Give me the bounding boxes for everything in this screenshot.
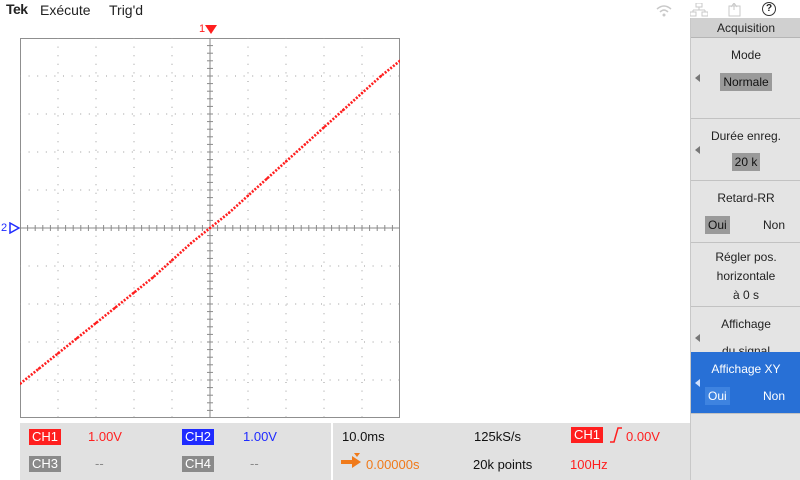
xy-trace-point xyxy=(341,109,345,112)
xy-trace-point xyxy=(132,291,136,294)
top-status-bar: Tek Exécute Trig'd xyxy=(0,0,690,20)
run-state: Exécute xyxy=(40,2,91,18)
xy-display-label: Affichage XY xyxy=(711,362,781,376)
divider xyxy=(331,423,333,480)
xy-trace-point xyxy=(208,226,212,230)
trigger-state: Trig'd xyxy=(109,2,144,18)
xy-trace-point xyxy=(151,276,155,279)
xy-display-toggle[interactable]: Affichage XY Oui Non xyxy=(691,352,800,414)
network-icon xyxy=(690,3,708,17)
horizontal-position[interactable]: 0.00000s xyxy=(366,457,420,472)
menu-title: Acquisition xyxy=(691,18,800,38)
trigger-source-badge[interactable]: CH1 xyxy=(571,427,604,443)
horizontal-position-arrow-icon xyxy=(341,453,361,468)
record-length-button[interactable]: Durée enreg. 20 k xyxy=(691,119,800,181)
bottom-readout-bar: CH1 1.00V CH2 1.00V CH3 -- CH4 -- 10.0ms… xyxy=(20,423,690,480)
xy-trace-point xyxy=(246,194,250,197)
delay-label: Retard-RR xyxy=(717,191,775,205)
xy-plot xyxy=(20,38,400,418)
xy-trace-point xyxy=(360,91,364,95)
rising-edge-icon xyxy=(610,427,622,443)
wifi-icon xyxy=(656,5,672,17)
xy-trace-point xyxy=(284,160,288,163)
ch3-badge[interactable]: CH3 xyxy=(29,456,62,472)
trigger-level[interactable]: 0.00V xyxy=(626,429,660,444)
timebase[interactable]: 10.0ms xyxy=(342,429,385,444)
ch2-badge[interactable]: CH2 xyxy=(182,429,215,445)
delay-toggle[interactable]: Retard-RR Oui Non xyxy=(691,181,800,243)
xy-trace-point xyxy=(37,367,41,370)
ch4-badge[interactable]: CH4 xyxy=(182,456,215,472)
record-points: 20k points xyxy=(473,457,533,472)
delay-yes-option[interactable]: Oui xyxy=(705,216,730,234)
mode-value: Normale xyxy=(720,73,772,91)
signal-display-line1: Affichage xyxy=(721,317,771,331)
xy-yes-option[interactable]: Oui xyxy=(705,387,730,405)
ch2-scale[interactable]: 1.00V xyxy=(243,429,277,444)
delay-no-option[interactable]: Non xyxy=(763,218,786,232)
xy-trace-point xyxy=(303,143,307,146)
ch2-ground-arrow-icon[interactable] xyxy=(9,222,20,234)
ch3-scale[interactable]: -- xyxy=(95,456,104,471)
mode-label: Mode xyxy=(730,48,762,62)
xy-trace-point xyxy=(189,242,193,245)
brand-logo: Tek xyxy=(6,1,28,17)
xy-trace-point xyxy=(20,382,22,385)
set-horizontal-line2: horizontale xyxy=(716,269,776,283)
ch1-trigger-marker-label: 1 xyxy=(199,23,206,35)
usb-save-icon xyxy=(728,3,741,17)
record-length-label: Durée enreg. xyxy=(710,129,782,143)
waveform-display[interactable] xyxy=(20,38,400,418)
record-length-value: 20 k xyxy=(731,153,761,171)
xy-trace-point xyxy=(113,306,117,309)
ch2-ground-marker-label: 2 xyxy=(1,222,8,234)
left-arrow-icon xyxy=(695,145,700,154)
xy-trace-point xyxy=(265,177,269,180)
left-arrow-icon xyxy=(695,334,700,342)
set-horizontal-line1: Régler pos. xyxy=(715,250,777,264)
acquisition-menu: Acquisition Mode Normale Durée enreg. 20… xyxy=(690,18,800,480)
help-icon[interactable]: ? xyxy=(762,2,776,16)
status-icons: ? xyxy=(655,0,800,20)
xy-trace-point xyxy=(56,352,60,355)
xy-trace-point xyxy=(322,126,326,129)
ch1-badge[interactable]: CH1 xyxy=(29,429,62,445)
xy-trace-point xyxy=(227,211,231,214)
xy-no-option[interactable]: Non xyxy=(763,389,786,403)
sample-rate: 125kS/s xyxy=(474,429,521,444)
xy-trace-point xyxy=(94,321,98,325)
left-arrow-icon xyxy=(695,74,700,82)
left-arrow-icon xyxy=(695,378,700,387)
set-horizontal-line3: à 0 s xyxy=(732,288,759,302)
xy-trace-point xyxy=(379,74,383,78)
mode-button[interactable]: Mode Normale xyxy=(691,38,800,119)
xy-trace-point xyxy=(398,59,400,62)
xy-trace-point xyxy=(75,337,79,340)
set-horizontal-zero-button[interactable]: Régler pos. horizontale à 0 s xyxy=(691,243,800,307)
xy-trace-point xyxy=(170,259,174,262)
ch4-scale[interactable]: -- xyxy=(250,456,259,471)
ch1-scale[interactable]: 1.00V xyxy=(88,429,122,444)
trigger-position-arrow-icon[interactable] xyxy=(205,25,217,35)
trigger-frequency: 100Hz xyxy=(570,457,608,472)
